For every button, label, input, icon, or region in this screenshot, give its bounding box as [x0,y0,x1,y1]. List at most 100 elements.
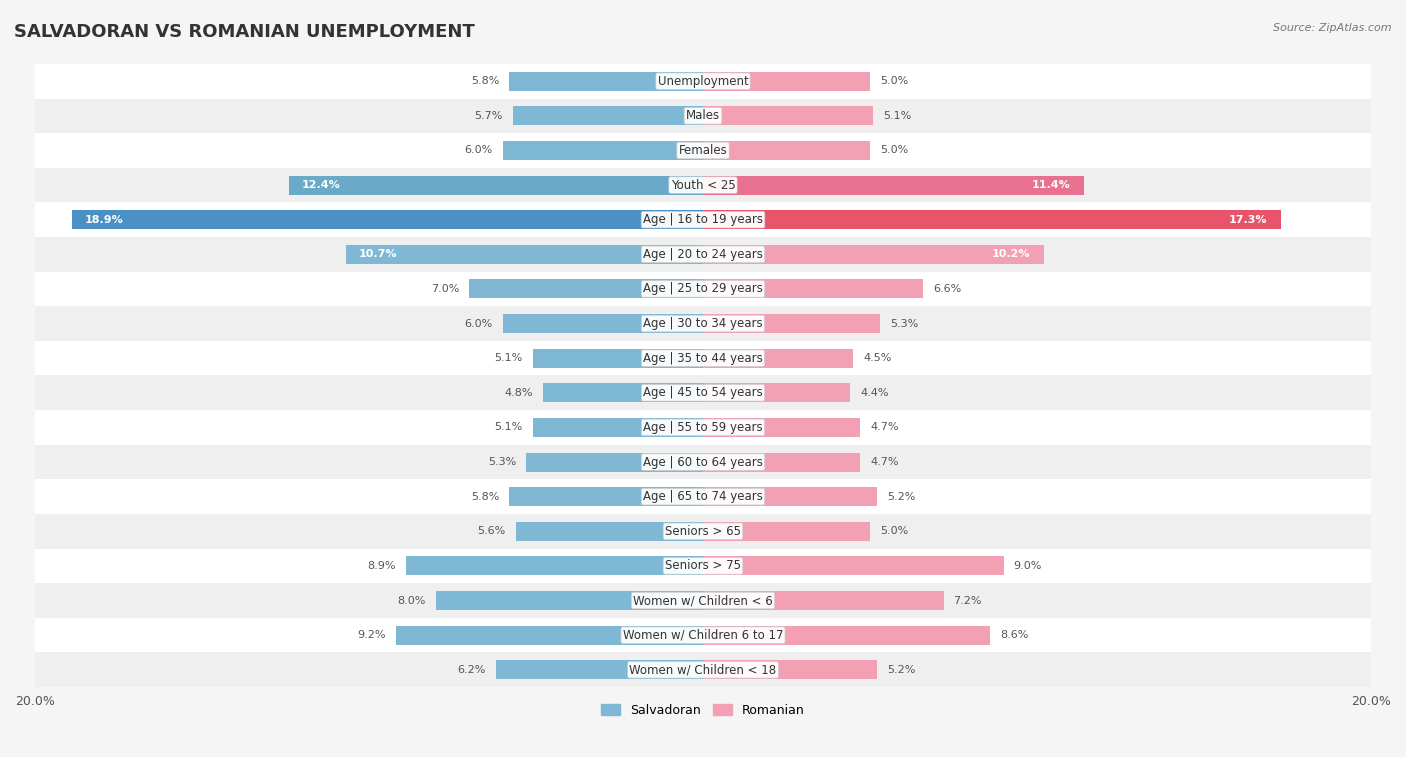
Bar [35,583,1371,618]
Text: 17.3%: 17.3% [1229,215,1268,225]
Bar [35,237,1371,272]
Text: 5.0%: 5.0% [880,526,908,536]
Bar [346,245,703,264]
Bar [526,453,703,472]
Text: Age | 25 to 29 years: Age | 25 to 29 years [643,282,763,295]
Bar [703,349,853,368]
Text: 9.0%: 9.0% [1014,561,1042,571]
Bar [533,418,703,437]
Bar [496,660,703,679]
Bar [703,556,1004,575]
Bar [513,106,703,126]
Text: Seniors > 75: Seniors > 75 [665,559,741,572]
Text: 8.9%: 8.9% [367,561,395,571]
Bar [703,418,860,437]
Bar [35,133,1371,168]
Bar [35,168,1371,202]
Text: 5.8%: 5.8% [471,76,499,86]
Text: 4.8%: 4.8% [505,388,533,398]
Bar [703,383,851,402]
Text: Unemployment: Unemployment [658,75,748,88]
Text: Age | 45 to 54 years: Age | 45 to 54 years [643,386,763,399]
Bar [703,176,1084,195]
Text: Age | 30 to 34 years: Age | 30 to 34 years [643,317,763,330]
Text: Age | 65 to 74 years: Age | 65 to 74 years [643,491,763,503]
Bar [703,591,943,610]
Text: 5.3%: 5.3% [890,319,918,329]
Bar [703,522,870,540]
Bar [509,72,703,91]
Bar [502,141,703,160]
Bar [35,202,1371,237]
Text: Seniors > 65: Seniors > 65 [665,525,741,537]
Text: 5.6%: 5.6% [478,526,506,536]
Bar [703,625,990,645]
Text: 6.0%: 6.0% [464,319,492,329]
Bar [35,653,1371,687]
Bar [35,64,1371,98]
Bar [703,453,860,472]
Bar [35,272,1371,307]
Text: Women w/ Children 6 to 17: Women w/ Children 6 to 17 [623,628,783,642]
Text: 10.7%: 10.7% [359,249,398,260]
Text: 7.0%: 7.0% [430,284,460,294]
Text: 8.0%: 8.0% [398,596,426,606]
Bar [72,210,703,229]
Bar [703,660,877,679]
Text: 6.0%: 6.0% [464,145,492,155]
Text: SALVADORAN VS ROMANIAN UNEMPLOYMENT: SALVADORAN VS ROMANIAN UNEMPLOYMENT [14,23,475,41]
Text: 5.0%: 5.0% [880,76,908,86]
Text: Females: Females [679,144,727,157]
Bar [703,314,880,333]
Text: 11.4%: 11.4% [1032,180,1070,190]
Text: Source: ZipAtlas.com: Source: ZipAtlas.com [1274,23,1392,33]
Text: 8.6%: 8.6% [1000,630,1029,640]
Bar [35,479,1371,514]
Bar [35,514,1371,549]
Bar [703,141,870,160]
Bar [35,549,1371,583]
Bar [35,98,1371,133]
Bar [35,445,1371,479]
Bar [703,245,1043,264]
Text: Women w/ Children < 6: Women w/ Children < 6 [633,594,773,607]
Bar [703,72,870,91]
Text: 12.4%: 12.4% [302,180,340,190]
Legend: Salvadoran, Romanian: Salvadoran, Romanian [596,699,810,722]
Text: 6.6%: 6.6% [934,284,962,294]
Text: Youth < 25: Youth < 25 [671,179,735,192]
Text: Age | 16 to 19 years: Age | 16 to 19 years [643,213,763,226]
Text: Age | 20 to 24 years: Age | 20 to 24 years [643,248,763,261]
Text: 5.1%: 5.1% [495,354,523,363]
Text: 7.2%: 7.2% [953,596,981,606]
Bar [502,314,703,333]
Bar [288,176,703,195]
Text: 10.2%: 10.2% [991,249,1031,260]
Bar [35,618,1371,653]
Text: 5.2%: 5.2% [887,492,915,502]
Text: 6.2%: 6.2% [457,665,486,674]
Text: 5.1%: 5.1% [883,111,911,121]
Text: 5.7%: 5.7% [474,111,502,121]
Text: 5.1%: 5.1% [495,422,523,432]
Bar [436,591,703,610]
Text: 18.9%: 18.9% [84,215,124,225]
Text: Age | 60 to 64 years: Age | 60 to 64 years [643,456,763,469]
Bar [35,410,1371,445]
Bar [509,488,703,506]
Text: 4.4%: 4.4% [860,388,889,398]
Bar [406,556,703,575]
Text: 9.2%: 9.2% [357,630,385,640]
Bar [395,625,703,645]
Text: 5.3%: 5.3% [488,457,516,467]
Text: 5.2%: 5.2% [887,665,915,674]
Text: 5.0%: 5.0% [880,145,908,155]
Text: 4.7%: 4.7% [870,457,898,467]
Bar [35,341,1371,375]
Bar [703,106,873,126]
Text: 4.7%: 4.7% [870,422,898,432]
Bar [533,349,703,368]
Text: Women w/ Children < 18: Women w/ Children < 18 [630,663,776,676]
Text: Age | 35 to 44 years: Age | 35 to 44 years [643,352,763,365]
Bar [703,488,877,506]
